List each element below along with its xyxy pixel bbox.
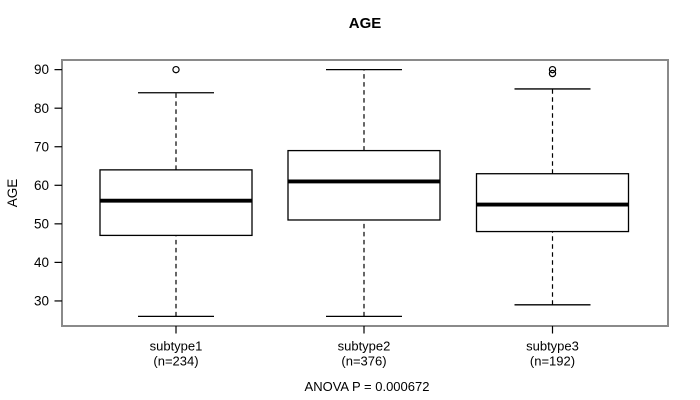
iqr-box bbox=[99, 169, 253, 237]
y-axis-tick-label: 70 bbox=[34, 139, 49, 154]
y-axis-tick-label: 30 bbox=[34, 294, 49, 309]
iqr-box bbox=[287, 149, 441, 221]
chart-title: AGE bbox=[349, 15, 382, 32]
y-axis-tick-label: 90 bbox=[34, 62, 49, 77]
outlier-point bbox=[548, 65, 557, 74]
x-axis-group-n: (n=192) bbox=[530, 354, 575, 369]
y-axis-tick-label: 40 bbox=[34, 255, 49, 270]
x-axis-group-label: subtype1 bbox=[150, 339, 203, 354]
y-axis-tick-label: 50 bbox=[34, 216, 49, 231]
anova-annotation: ANOVA P = 0.000672 bbox=[305, 379, 430, 394]
plot-frame bbox=[61, 59, 669, 327]
x-axis-group-label: subtype2 bbox=[338, 339, 391, 354]
iqr-box bbox=[475, 173, 630, 233]
outlier-point bbox=[548, 69, 557, 78]
y-axis-tick-label: 60 bbox=[34, 178, 49, 193]
x-axis-group-n: (n=376) bbox=[341, 354, 386, 369]
y-axis-title: AGE bbox=[5, 179, 20, 208]
x-axis-group-n: (n=234) bbox=[153, 354, 198, 369]
x-axis-group-label: subtype3 bbox=[526, 339, 579, 354]
y-axis-tick-label: 80 bbox=[34, 101, 49, 116]
outlier-point bbox=[172, 65, 180, 74]
